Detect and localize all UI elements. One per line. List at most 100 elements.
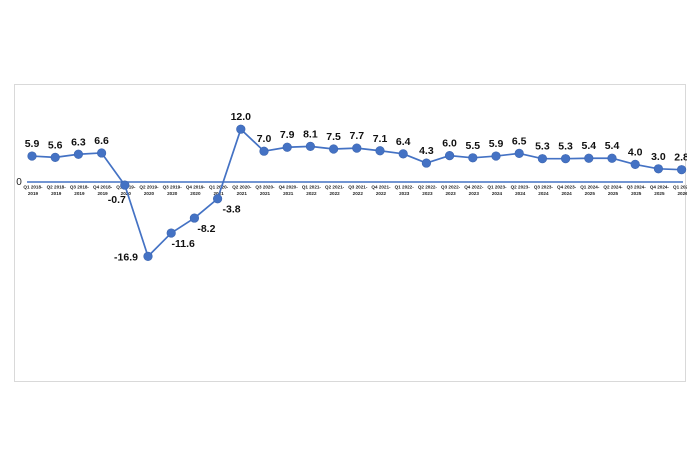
x-tick-label: 2023 (445, 191, 456, 196)
x-tick-label: Q1 2022- (395, 185, 415, 190)
data-point (607, 153, 617, 163)
x-tick-label: 2019 (74, 191, 85, 196)
data-point (189, 213, 199, 223)
data-label: 4.3 (419, 145, 434, 157)
data-point (96, 148, 107, 158)
x-tick-label: Q3 2021- (348, 185, 368, 190)
data-point (653, 164, 664, 174)
x-tick-label: 2023 (469, 191, 480, 196)
data-point (166, 228, 176, 238)
data-point (676, 165, 687, 175)
data-point (259, 146, 269, 156)
data-label: 8.1 (303, 128, 318, 140)
data-point (421, 158, 432, 168)
data-label: 7.1 (373, 133, 388, 145)
y-axis-zero-label: 0 (16, 177, 22, 188)
x-tick-label: 2024 (538, 191, 549, 196)
data-label: 7.0 (257, 133, 272, 145)
data-label: 5.3 (558, 141, 573, 153)
x-tick-label: 2020 (167, 191, 178, 196)
x-tick-label: Q4 2022- (464, 185, 484, 190)
data-label: -3.8 (223, 204, 241, 216)
data-point (213, 194, 223, 204)
data-point (50, 152, 60, 162)
x-tick-label: Q3 2023- (534, 185, 554, 190)
x-tick-label: Q1 2024- (580, 185, 600, 190)
x-tick-label: 2020 (144, 191, 155, 196)
data-label: 5.5 (465, 140, 480, 152)
data-point (468, 153, 478, 163)
data-label: 7.9 (280, 129, 295, 141)
x-tick-label: Q1 2021- (302, 185, 322, 190)
data-point (584, 153, 594, 163)
x-tick-label: Q4 2019- (186, 185, 206, 190)
data-point (491, 151, 501, 161)
x-tick-label: Q1 2020- (209, 185, 229, 190)
data-point (73, 149, 84, 159)
x-tick-label: Q4 2018- (93, 185, 113, 190)
data-label: 3.0 (651, 151, 666, 163)
x-tick-label: Q4 2024- (650, 185, 670, 190)
x-tick-label: Q3 2018- (70, 185, 90, 190)
data-label: 7.7 (349, 130, 364, 142)
data-label: 5.9 (25, 138, 40, 150)
data-point (305, 141, 316, 151)
x-tick-label: Q3 2020- (255, 185, 275, 190)
x-tick-label: Q2 2023- (511, 185, 531, 190)
x-tick-label: 2020 (121, 191, 132, 196)
data-label: 6.6 (94, 135, 109, 147)
x-tick-label: Q3 2022- (441, 185, 461, 190)
x-tick-label: Q2 2018- (47, 185, 67, 190)
x-tick-label: 2022 (329, 191, 340, 196)
x-tick-label: Q1 2023- (487, 185, 507, 190)
series-layer (27, 124, 687, 261)
data-point (329, 144, 339, 154)
x-tick-label: 2024 (561, 191, 572, 196)
data-point (375, 146, 385, 156)
x-tick-label: Q1 2018- (23, 185, 43, 190)
data-label: -16.9 (114, 251, 138, 263)
x-tick-label: 2026 (677, 191, 687, 196)
data-point (630, 159, 640, 169)
data-label: 5.4 (605, 140, 620, 152)
data-label: 5.6 (48, 139, 63, 151)
data-label: 4.0 (628, 146, 643, 158)
data-point (560, 154, 571, 164)
data-label: -11.6 (172, 238, 196, 250)
x-tick-label: 2023 (399, 191, 410, 196)
x-tick-label: 2022 (353, 191, 364, 196)
data-point (514, 148, 524, 158)
x-tick-label: 2022 (306, 191, 317, 196)
data-point (120, 180, 130, 190)
data-point (352, 143, 362, 153)
x-tick-label: Q3 2024- (627, 185, 647, 190)
x-tick-label: Q3 2019- (163, 185, 183, 190)
x-tick-label: Q1 2025- (673, 185, 687, 190)
x-tick-label: Q4 2021- (371, 185, 391, 190)
x-tick-label: Q2 2019- (139, 185, 159, 190)
x-tick-label: Q2 2024- (603, 185, 623, 190)
data-label: 5.9 (489, 138, 504, 150)
data-label: 5.3 (535, 141, 550, 153)
x-tick-label: 2025 (608, 191, 619, 196)
data-label: 6.4 (396, 136, 411, 148)
x-tick-label: 2024 (492, 191, 503, 196)
x-tick-label: 2019 (51, 191, 62, 196)
x-tick-label: 2025 (654, 191, 665, 196)
x-tick-label: Q4 2023- (557, 185, 577, 190)
data-label: 5.4 (581, 140, 596, 152)
data-label: -0.7 (108, 194, 126, 206)
x-tick-label: 2020 (190, 191, 201, 196)
data-label: 6.0 (442, 138, 457, 150)
x-tick-label: 2021 (260, 191, 271, 196)
data-label: -8.2 (197, 223, 215, 235)
data-label: 2.8 (674, 152, 687, 164)
x-tick-label: 2022 (376, 191, 387, 196)
x-tick-label: Q4 2020- (279, 185, 299, 190)
x-tick-label: 2025 (585, 191, 596, 196)
x-tick-label: Q2 2022- (418, 185, 438, 190)
x-tick-label: 2024 (515, 191, 526, 196)
x-tick-label: 2019 (97, 191, 108, 196)
